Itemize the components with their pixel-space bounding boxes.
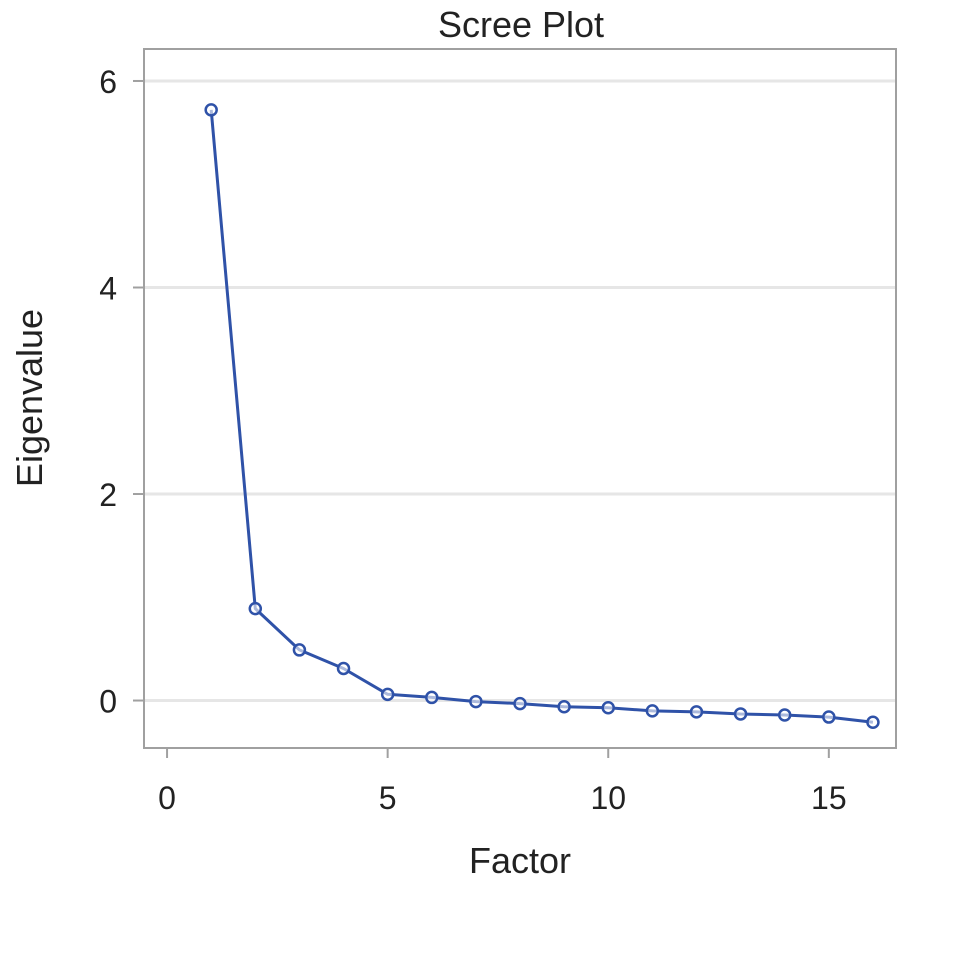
y-tick-label-0: 0 — [99, 684, 117, 720]
data-point-15 — [822, 710, 836, 724]
data-point-14 — [777, 708, 792, 722]
data-point-3 — [292, 643, 307, 657]
series-line-0 — [209, 109, 874, 724]
x-tick-label-5: 5 — [379, 780, 397, 816]
y-axis: 0 2 4 6 — [99, 64, 144, 720]
y-axis-label: Eigenvalue — [9, 309, 50, 487]
x-tick-label-0: 0 — [158, 780, 176, 816]
x-axis-label: Factor — [469, 840, 571, 881]
data-point-4 — [336, 661, 351, 676]
data-point-16 — [866, 715, 880, 729]
data-point-9 — [557, 699, 571, 714]
x-tick-label-15: 15 — [811, 780, 847, 816]
y-tick-label-6: 6 — [99, 64, 117, 100]
data-point-6 — [425, 690, 439, 705]
x-axis: 0 5 10 15 — [158, 748, 847, 816]
data-point-1 — [204, 103, 218, 117]
data-point-2 — [248, 601, 263, 616]
y-tick-label-2: 2 — [99, 477, 117, 513]
x-tick-label-10: 10 — [590, 780, 626, 816]
data-point-5 — [380, 687, 395, 702]
y-tick-label-4: 4 — [99, 270, 117, 306]
series-layer — [204, 103, 880, 729]
plot-frame — [143, 48, 897, 749]
data-point-8 — [513, 696, 527, 711]
data-point-11 — [645, 704, 660, 718]
data-point-10 — [601, 701, 615, 715]
chart-title: Scree Plot — [438, 4, 604, 45]
data-point-7 — [469, 694, 483, 709]
data-point-12 — [689, 705, 704, 719]
data-point-13 — [733, 707, 748, 721]
